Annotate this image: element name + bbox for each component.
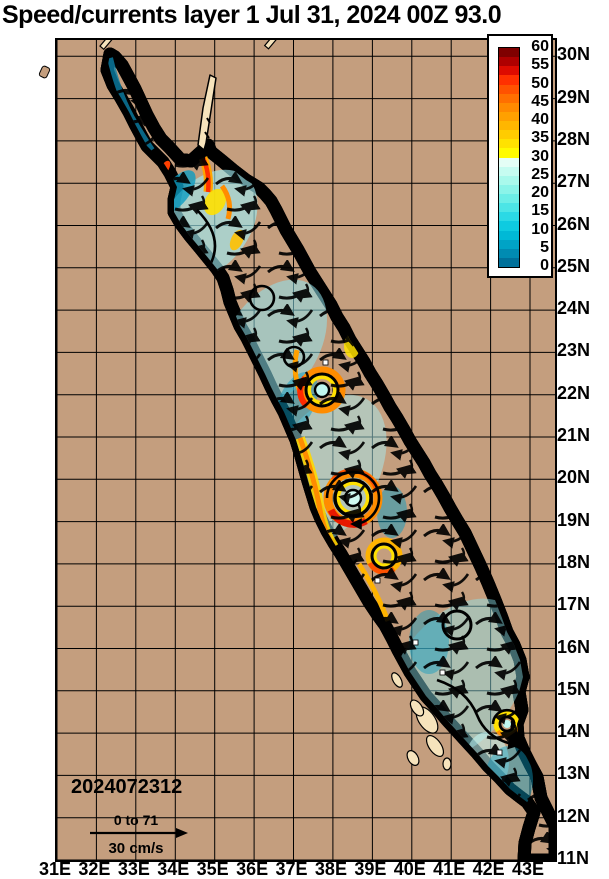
colorbar-segment	[499, 230, 519, 240]
lat-label: 29N	[557, 86, 591, 107]
colorbar-segment	[499, 184, 519, 194]
colorbar-segment	[499, 248, 519, 258]
lat-label: 14N	[557, 721, 591, 742]
colorbar: 60 55 50 45 40 35 30 25 20 15 10 5 0	[487, 34, 553, 278]
colorbar-strip	[498, 47, 520, 268]
colorbar-tick-label: 15	[531, 202, 549, 220]
colorbar-tick-label: 40	[531, 111, 549, 128]
colorbar-segment	[499, 203, 519, 213]
lat-label: 23N	[557, 340, 591, 361]
lat-label: 19N	[557, 509, 591, 530]
colorbar-tick-label: 45	[531, 92, 549, 110]
colorbar-tick-label: 60	[531, 38, 549, 55]
lon-label: 35E	[196, 859, 229, 879]
colorbar-segment	[499, 257, 519, 267]
lon-label: 32E	[78, 859, 111, 879]
colorbar-tick-label: 5	[540, 238, 549, 256]
lon-label: 41E	[433, 859, 466, 879]
red-sea-map	[57, 40, 555, 860]
lat-label: 15N	[557, 678, 591, 699]
colorbar-tick-label: 50	[531, 74, 549, 92]
colorbar-segment	[499, 194, 519, 204]
colorbar-segment	[499, 166, 519, 176]
lon-label: 31E	[38, 859, 72, 879]
lat-label: 16N	[557, 636, 591, 657]
coastal-islands	[99, 40, 452, 771]
lat-label: 27N	[557, 171, 591, 192]
lon-label: 43E	[512, 859, 545, 879]
lat-label: 17N	[557, 594, 591, 615]
margin-islet	[37, 64, 52, 80]
vector-range-label: 0 to 71	[113, 812, 159, 828]
colorbar-segment	[499, 139, 519, 149]
colorbar-segment	[499, 212, 519, 222]
colorbar-tick-label: 25	[531, 165, 549, 183]
lat-label: 21N	[557, 425, 591, 445]
lon-label: 37E	[275, 859, 308, 879]
lon-label: 40E	[393, 859, 426, 879]
colorbar-segment	[499, 175, 519, 185]
islet-markers	[322, 359, 503, 756]
lon-label: 38E	[314, 859, 347, 879]
lat-label: 25N	[557, 255, 591, 276]
colorbar-segment	[499, 111, 519, 121]
colorbar-segment	[499, 130, 519, 140]
colorbar-segment	[499, 102, 519, 112]
lat-label: 28N	[557, 128, 591, 149]
colorbar-tick-label: 35	[531, 129, 549, 147]
lon-label: 36E	[236, 859, 269, 879]
map-canvas	[55, 38, 557, 862]
plot-title: Speed/currents layer 1 Jul 31, 2024 00Z …	[2, 1, 502, 29]
vector-unit-label: 30 cm/s	[108, 840, 164, 857]
lon-label: 33E	[117, 859, 150, 879]
lat-label: 11N	[557, 848, 590, 868]
lat-label: 24N	[557, 298, 591, 319]
colorbar-segment	[499, 157, 519, 167]
colorbar-tick-label: 10	[531, 220, 549, 238]
lon-label: 42E	[472, 859, 505, 879]
vector-scale-legend: 0 to 71 30 cm/s	[86, 812, 196, 857]
colorbar-segment	[499, 57, 519, 67]
colorbar-tick-label: 30	[531, 147, 549, 165]
colorbar-segment	[499, 93, 519, 103]
scale-arrow-icon	[90, 828, 188, 838]
colorbar-segment	[499, 75, 519, 85]
lon-label: 39E	[354, 859, 387, 879]
colorbar-tick-label: 20	[531, 184, 549, 201]
colorbar-tick-label: 0	[540, 257, 549, 274]
gulf-of-aqaba	[197, 74, 217, 151]
lon-label: 34E	[157, 859, 190, 879]
colorbar-segment	[499, 221, 519, 231]
colorbar-segment	[499, 121, 519, 131]
lat-label: 18N	[557, 551, 591, 572]
colorbar-segment	[499, 84, 519, 94]
colorbar-tick-label: 55	[531, 56, 549, 74]
lat-label: 20N	[557, 467, 591, 488]
colorbar-segment	[499, 239, 519, 249]
lat-label: 30N	[557, 44, 591, 65]
lat-label: 26N	[557, 213, 591, 234]
lat-label: 12N	[557, 805, 591, 826]
colorbar-segment	[499, 148, 519, 158]
lat-label: 22N	[557, 382, 591, 403]
lat-label: 13N	[557, 763, 591, 784]
run-timestamp: 2024072312	[71, 776, 183, 798]
colorbar-segment	[499, 48, 519, 58]
colorbar-segment	[499, 66, 519, 76]
